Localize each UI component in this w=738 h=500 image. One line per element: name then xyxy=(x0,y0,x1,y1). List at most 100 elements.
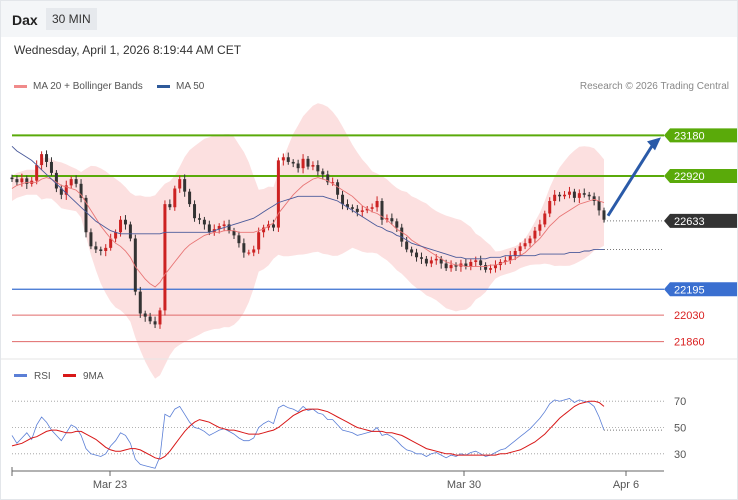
candle-body xyxy=(242,243,246,253)
ma50-line xyxy=(11,145,604,260)
candle-body xyxy=(523,243,527,247)
candle-body xyxy=(380,201,384,220)
candle-body xyxy=(587,194,591,197)
level-tag-bg xyxy=(664,169,737,183)
candle-body xyxy=(419,257,423,259)
candle-body xyxy=(449,265,453,269)
candle-body xyxy=(257,232,261,250)
candle-body xyxy=(331,182,335,184)
candle-body xyxy=(20,178,24,183)
candle-body xyxy=(553,194,557,201)
rsi-ma-legend-label: 9MA xyxy=(83,371,104,382)
candle-body xyxy=(64,185,68,195)
candle-body xyxy=(128,224,132,239)
level-tag-bg xyxy=(664,282,737,297)
candle-body xyxy=(123,219,127,225)
candle-body xyxy=(479,260,483,266)
candle-body xyxy=(114,232,118,239)
candle-body xyxy=(35,165,39,181)
candle-body xyxy=(518,246,522,251)
candle-body xyxy=(79,183,83,198)
forecast-arrow-shaft xyxy=(606,143,655,217)
candle-body xyxy=(429,260,433,264)
legend-ma50-label: MA 50 xyxy=(176,81,205,92)
candle-body xyxy=(153,321,157,325)
candle-body xyxy=(178,179,182,189)
candle-body xyxy=(350,207,354,209)
candle-body xyxy=(577,193,581,198)
candle-body xyxy=(143,313,147,317)
credit-text: Research © 2026 Trading Central xyxy=(579,81,729,92)
candle-body xyxy=(49,161,53,173)
candle-body xyxy=(567,191,571,195)
candle-body xyxy=(94,246,98,250)
x-tick-label: Apr 6 xyxy=(613,479,639,491)
candle-body xyxy=(158,310,162,325)
candle-body xyxy=(469,261,473,267)
candle-body xyxy=(207,224,211,233)
rsi-tick-label: 70 xyxy=(674,396,686,408)
level-tag-22195: 22195 xyxy=(664,282,737,297)
candle-body xyxy=(365,208,369,211)
candle-body xyxy=(109,238,113,248)
candle-body xyxy=(247,252,251,254)
candle-body xyxy=(533,230,537,239)
candle-body xyxy=(202,219,206,225)
candle-body xyxy=(439,258,443,264)
candle-body xyxy=(415,252,419,258)
candle-body xyxy=(119,219,123,233)
candle-body xyxy=(193,204,197,219)
candle-body xyxy=(217,226,221,230)
level-tag-bg xyxy=(664,128,737,143)
candle-body xyxy=(252,249,256,253)
candle-body xyxy=(163,204,167,311)
candle-body xyxy=(528,238,532,244)
candle-body xyxy=(538,224,542,231)
candle-body xyxy=(183,179,187,192)
candle-body xyxy=(385,218,389,220)
legend-ma20-label: MA 20 + Bollinger Bands xyxy=(33,81,143,92)
candle-body xyxy=(271,224,275,228)
symbol-name[interactable]: Dax xyxy=(12,12,38,28)
candle-body xyxy=(410,249,414,253)
candle-body xyxy=(484,265,488,270)
ma20-line xyxy=(11,177,605,288)
rsi-ma-swatch xyxy=(63,374,76,377)
bollinger-band xyxy=(12,103,604,379)
candle-body xyxy=(375,201,379,208)
forecast-arrow-head xyxy=(647,137,661,151)
candle-body xyxy=(572,191,576,198)
candle-body xyxy=(548,201,552,214)
candle-body xyxy=(301,158,305,169)
candle-body xyxy=(592,196,596,201)
level-tag-22920: 22920 xyxy=(664,169,737,183)
candle-body xyxy=(474,260,478,262)
candle-body xyxy=(444,263,448,269)
level-tag-text: 22920 xyxy=(674,171,705,183)
candle-body xyxy=(602,210,606,220)
candle-body xyxy=(281,157,285,161)
candle-body xyxy=(59,188,63,195)
level-label-21860: 21860 xyxy=(674,337,705,349)
rsi-tick-label: 30 xyxy=(674,449,686,461)
candle-body xyxy=(10,177,14,180)
candle-body xyxy=(395,221,399,228)
candle-body xyxy=(173,188,177,208)
candle-body xyxy=(454,265,458,267)
candle-body xyxy=(197,218,201,220)
candle-body xyxy=(286,157,290,162)
candle-body xyxy=(237,235,241,244)
rsi-swatch xyxy=(14,374,27,377)
level-tag-bg xyxy=(664,213,737,228)
timeframe-badge[interactable]: 30 MIN xyxy=(46,8,97,30)
level-label-22030: 22030 xyxy=(674,310,705,322)
candle-body xyxy=(148,316,152,322)
candle-body xyxy=(400,227,404,242)
candle-body xyxy=(227,224,231,231)
candle-body xyxy=(558,194,562,197)
candle-body xyxy=(262,227,266,233)
level-tag-22633: 22633 xyxy=(664,213,737,228)
candle-body xyxy=(15,179,19,183)
candle-body xyxy=(355,208,359,212)
